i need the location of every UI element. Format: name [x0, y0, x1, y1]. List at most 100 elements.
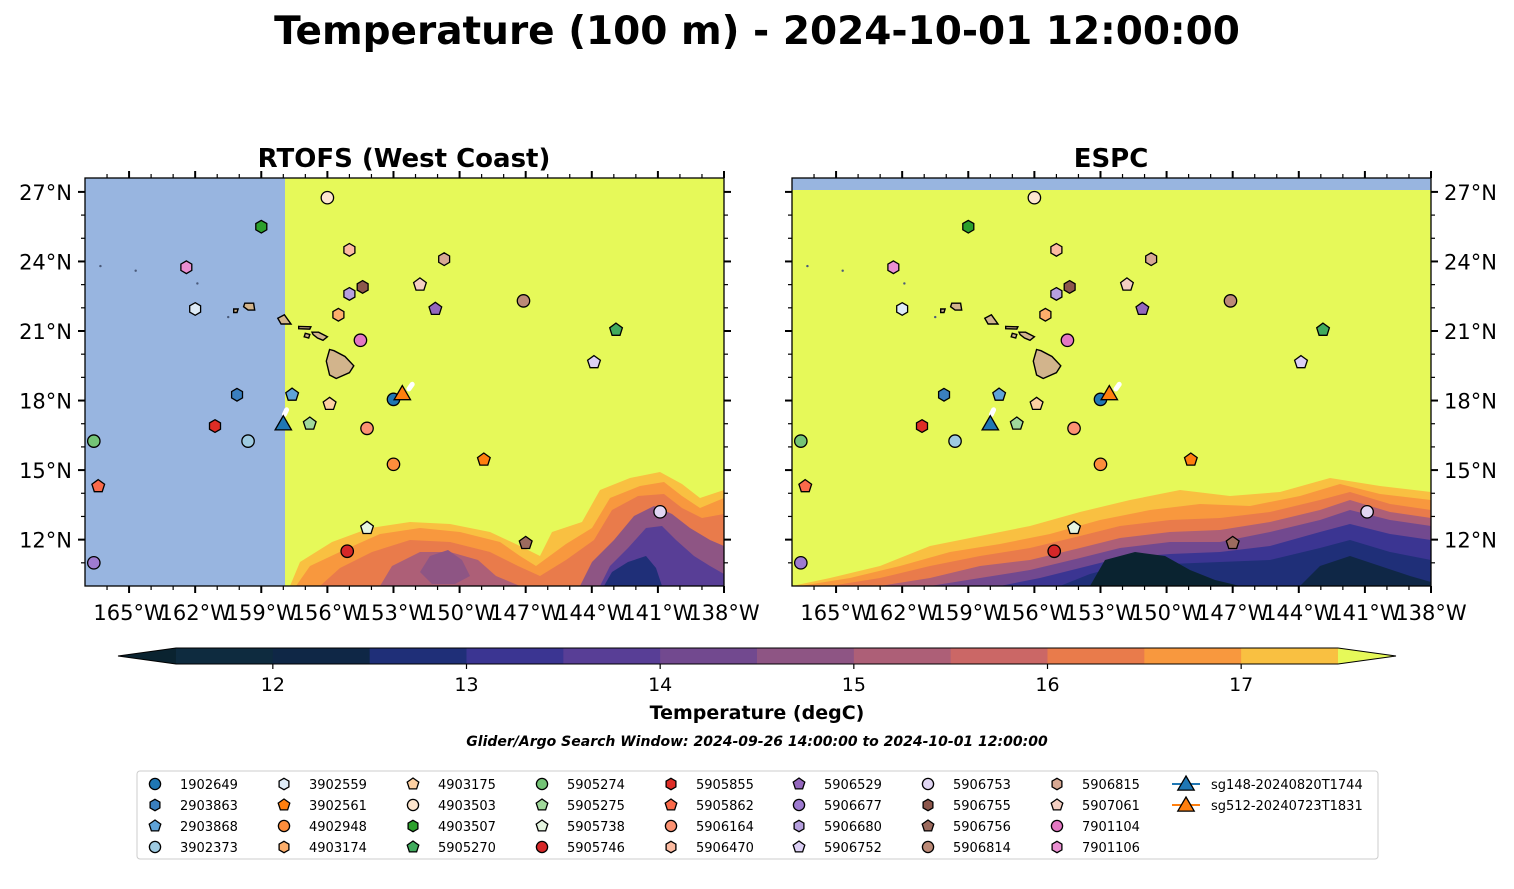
island-shape: [1032, 348, 1062, 380]
platform-marker-5905270: [608, 322, 624, 336]
legend: 1902649 2903863 2903868 3902373 3902559 39025…: [136, 770, 1379, 860]
map-frame-espc: [791, 177, 1432, 587]
legend-marker-5906752: [792, 840, 806, 853]
legend-marker-5905746: [535, 840, 549, 854]
platform-marker-5906677: [793, 555, 808, 570]
legend-label-5905274: 5905274: [567, 778, 625, 793]
legend-marker-5906814: [921, 840, 935, 854]
colorbar-segment: [853, 648, 952, 664]
island-shape: [1005, 325, 1019, 330]
legend-label-5906815: 5906815: [1082, 778, 1140, 793]
x-tick-label: 138°W: [688, 601, 760, 625]
island-speck: [841, 269, 844, 272]
platform-marker-3902373: [241, 434, 255, 448]
island-speck: [806, 264, 809, 268]
platform-marker-4902948: [1093, 457, 1108, 472]
legend-label-4903507: 4903507: [438, 820, 496, 835]
legend-label-5905855: 5905855: [696, 778, 754, 793]
x-tick-label: 162°W: [866, 601, 938, 625]
platform-marker-5905275: [1009, 416, 1024, 430]
platform-marker-4903174: [1039, 307, 1052, 322]
legend-marker-4903174: [278, 840, 290, 854]
x-tick-label: 159°W: [226, 601, 298, 625]
platform-marker-5905855: [915, 418, 929, 434]
legend-marker-5906815: [1051, 777, 1063, 791]
colorbar-segment: [563, 648, 661, 664]
platform-marker-sg512-20240723T1831: [392, 384, 412, 401]
colorbar-tick-label: 16: [1035, 674, 1059, 696]
colorbar-tick-label: 14: [648, 674, 672, 696]
platform-marker-sg148-20240820T1744: [273, 414, 293, 431]
x-tick-label: 141°W: [1329, 601, 1401, 625]
platform-marker-2903863: [230, 387, 244, 402]
colorbar-segment: [757, 648, 855, 664]
legend-label-7901106: 7901106: [1082, 841, 1140, 856]
legend-label-5907061: 5907061: [1082, 799, 1140, 814]
y-tick-label: 24°N: [19, 250, 72, 274]
x-tick-label: 147°W: [490, 601, 562, 625]
platform-marker-4903507: [255, 219, 268, 234]
legend-marker-5906529: [792, 777, 806, 790]
legend-marker-4903507: [407, 819, 419, 833]
platform-marker-5905862: [91, 478, 106, 493]
legend-marker-5906164: [664, 819, 678, 833]
legend-label-sg512-20240723T1831: sg512-20240723T1831: [1211, 799, 1363, 814]
platform-marker-5907061: [1119, 277, 1135, 291]
colorbar-segment: [950, 648, 1048, 664]
legend-marker-5906470: [665, 840, 677, 854]
platform-marker-5906752: [586, 354, 602, 369]
legend-marker-4903175: [406, 777, 420, 790]
legend-marker-5905738: [535, 819, 549, 832]
platform-marker-5906529: [1135, 301, 1150, 316]
legend-label-5906470: 5906470: [696, 841, 754, 856]
platform-marker-5906814: [1223, 294, 1238, 308]
platform-marker-5906753: [1360, 504, 1374, 519]
y-tick-label: 18°N: [19, 390, 72, 414]
platform-marker-5905746: [1047, 544, 1062, 559]
x-tick-label: 162°W: [159, 601, 231, 625]
legend-label-sg148-20240820T1744: sg148-20240820T1744: [1211, 778, 1363, 793]
legend-label-5905746: 5905746: [567, 841, 625, 856]
colorbar-tick-label: 17: [1229, 674, 1253, 696]
map-frame-rtofs: [84, 177, 725, 587]
platform-marker-sg512-20240723T1831: [1099, 384, 1119, 401]
legend-label-2903868: 2903868: [180, 820, 238, 835]
legend-marker-4902948: [277, 819, 291, 833]
colorbar-extend-low: [118, 648, 176, 664]
legend-label-5906680: 5906680: [824, 820, 882, 835]
legend-marker-5907061: [1050, 798, 1064, 811]
legend-label-4903174: 4903174: [309, 841, 367, 856]
x-tick-label: 138°W: [1395, 601, 1467, 625]
temperature-field-espc: [792, 478, 1431, 586]
colorbar-tick-label: 12: [261, 674, 285, 696]
platform-marker-sg148-20240820T1744: [980, 414, 1000, 431]
y-tick-label: 21°N: [19, 320, 72, 344]
legend-label-7901104: 7901104: [1082, 820, 1140, 835]
legend-label-5906814: 5906814: [953, 841, 1011, 856]
colorbar: 12 13 14 15 16 17: [117, 647, 1397, 696]
legend-label-5906164: 5906164: [696, 820, 754, 835]
platform-marker-4902948: [386, 457, 401, 472]
platform-marker-4903507: [962, 219, 975, 234]
panel-espc: ESPC 165°W162°W159°W156°W153°W150°W147°W…: [785, 144, 1497, 625]
map-area-rtofs: [85, 178, 724, 586]
legend-marker-4903503: [406, 798, 420, 812]
legend-label-5905862: 5905862: [696, 799, 754, 814]
colorbar-extend-high: [1338, 648, 1396, 664]
platform-marker-7901106: [180, 260, 193, 275]
platform-marker-5906815: [438, 252, 451, 267]
legend-marker-sg148-20240820T1744: [1176, 774, 1196, 791]
platform-marker-4903503: [320, 190, 335, 205]
legend-label-5906756: 5906756: [953, 820, 1011, 835]
legend-label-5905275: 5905275: [567, 799, 625, 814]
platform-marker-7901104: [1060, 333, 1075, 348]
platform-marker-3902559: [189, 301, 202, 317]
legend-marker-sg512-20240723T1831: [1176, 795, 1196, 812]
platform-marker-5906164: [1067, 421, 1081, 436]
platform-marker-5905270: [1315, 322, 1331, 336]
legend-label-5905270: 5905270: [438, 841, 496, 856]
y-tick-label: 15°N: [1444, 459, 1497, 483]
x-tick-label: 150°W: [424, 601, 496, 625]
contour-band-12: [604, 556, 662, 586]
